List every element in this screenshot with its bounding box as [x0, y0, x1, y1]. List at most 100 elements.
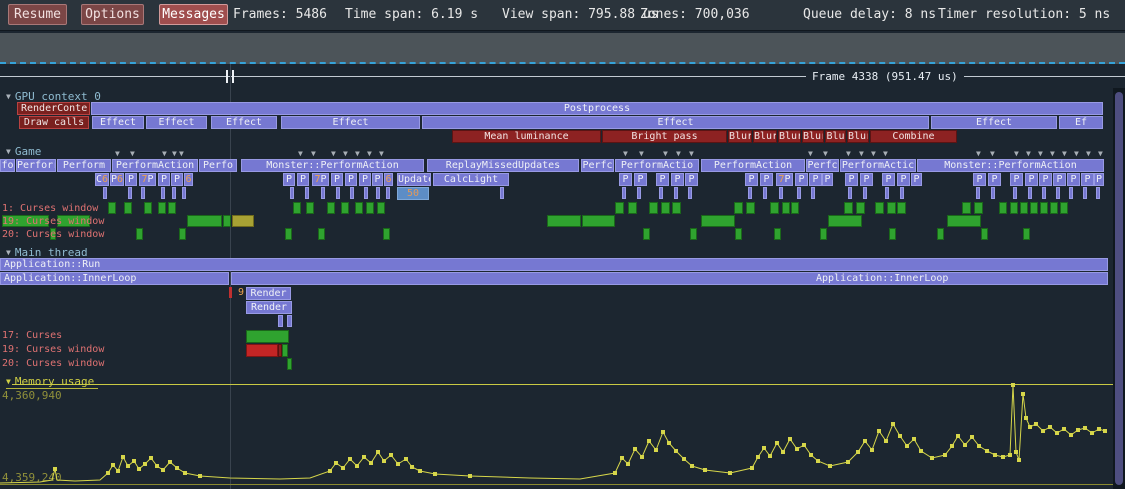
gpu-postprocess-zones-zone[interactable]: Blur [778, 130, 801, 143]
group-marker-icon[interactable]: ▼ [976, 149, 981, 158]
thread1-zones-zone[interactable] [124, 202, 132, 214]
game-zones-l2-zone[interactable]: P [1094, 173, 1104, 186]
thread1-zones-zone[interactable] [168, 202, 176, 214]
thread20-zones-zone[interactable] [285, 228, 292, 240]
gpu-drawcalls-zone[interactable]: Effect [281, 116, 420, 129]
thread-row-label[interactable]: 20: Curses window [2, 229, 105, 240]
thread1-zones-zone[interactable] [897, 202, 906, 214]
thread20-zones-zone[interactable] [690, 228, 697, 240]
section-label-main-thread[interactable]: ▼ Main thread [6, 246, 88, 259]
group-marker-icon[interactable]: ▼ [846, 149, 851, 158]
mt19-zones-zone[interactable] [246, 344, 278, 357]
gpu-drawcalls-zone[interactable]: Draw calls [19, 116, 89, 129]
section-label-memory-usage[interactable]: ▼ Memory usage [6, 375, 99, 389]
game-zones-l3-zone[interactable] [500, 187, 504, 199]
main-innerloop-zone[interactable]: Application::InnerLoop [231, 272, 1108, 285]
game-zones-l2-zone[interactable]: P [685, 173, 698, 186]
game-zones-l3-zone[interactable] [376, 187, 380, 199]
thread1-zones-zone[interactable] [158, 202, 166, 214]
thread1-zones-zone[interactable] [377, 202, 385, 214]
thread19-zones-zone[interactable] [701, 215, 735, 227]
game-zones-l2-zone[interactable]: P [1053, 173, 1066, 186]
game-zones-l3-zone[interactable] [659, 187, 663, 199]
main-render-l3-zone[interactable] [278, 315, 283, 327]
game-zones-l2-zone[interactable]: P [345, 173, 357, 186]
group-marker-icon[interactable]: ▼ [331, 149, 336, 158]
game-zones-l3-zone[interactable] [976, 187, 980, 199]
thread1-zones-zone[interactable] [355, 202, 363, 214]
gpu-drawcalls-zone[interactable]: Ef [1059, 116, 1103, 129]
game-zones-l3-zone[interactable] [748, 187, 752, 199]
group-marker-icon[interactable]: ▼ [1038, 149, 1043, 158]
gpu-postprocess-zones-zone[interactable]: Combine [870, 130, 957, 143]
group-marker-icon[interactable]: ▼ [1026, 149, 1031, 158]
game-zones-l3-zone[interactable] [1056, 187, 1060, 199]
game-zones-l2-zone[interactable]: C6 [95, 173, 109, 186]
game-zones-l2-zone[interactable]: P [845, 173, 858, 186]
game-zones-l3-zone[interactable] [321, 187, 325, 199]
thread20-zones-zone[interactable] [50, 228, 56, 240]
game-zones-l3-zone[interactable] [797, 187, 801, 199]
thread19-zones-zone[interactable] [947, 215, 981, 227]
game-zones-l1-zone[interactable]: Monster::PerformAction [241, 159, 424, 172]
thread1-zones-zone[interactable] [1060, 202, 1068, 214]
messages-button[interactable]: Messages [159, 4, 228, 25]
thread1-zones-zone[interactable] [844, 202, 853, 214]
game-zones-l1-zone[interactable]: PerformActio [615, 159, 699, 172]
thread1-zones-zone[interactable] [746, 202, 755, 214]
game-zones-l2-zone[interactable]: P [1067, 173, 1080, 186]
group-marker-icon[interactable]: ▼ [663, 149, 668, 158]
game-zones-l3-zone[interactable] [336, 187, 340, 199]
group-marker-icon[interactable]: ▼ [1074, 149, 1079, 158]
thread-row-label[interactable]: 20: Curses window [2, 358, 105, 369]
game-zones-l2-zone[interactable]: P [372, 173, 383, 186]
thread20-zones-zone[interactable] [774, 228, 781, 240]
game-zones-l2-zone[interactable]: CalcLight [433, 173, 509, 186]
game-zones-l3-zone[interactable] [1083, 187, 1087, 199]
thread20-zones-zone[interactable] [981, 228, 988, 240]
thread1-zones-zone[interactable] [887, 202, 896, 214]
game-zones-l3-zone[interactable] [885, 187, 889, 199]
game-zones-l2-zone[interactable]: P [1025, 173, 1038, 186]
thread19-zones-zone[interactable] [2, 215, 49, 227]
game-zones-l3-zone[interactable] [1028, 187, 1032, 199]
game-zones-l2-zone[interactable]: P [897, 173, 910, 186]
thread1-zones-zone[interactable] [974, 202, 983, 214]
group-marker-icon[interactable]: ▼ [1086, 149, 1091, 158]
thread1-zones-zone[interactable] [108, 202, 116, 214]
scrollbar-thumb[interactable] [1115, 92, 1123, 485]
gpu-postprocess-zones-zone[interactable]: Mean luminance [452, 130, 601, 143]
game-zones-l3-zone[interactable] [848, 187, 852, 199]
game-zones-l3-zone[interactable] [1069, 187, 1073, 199]
thread1-zones-zone[interactable] [144, 202, 152, 214]
gpu-renderpass-zone[interactable]: Postprocess [91, 102, 1103, 115]
game-zones-l3-zone[interactable] [674, 187, 678, 199]
group-marker-icon[interactable]: ▼ [172, 149, 177, 158]
main-render-l3-zone[interactable] [287, 315, 292, 327]
game-zones-l3-zone[interactable] [1042, 187, 1046, 199]
game-zones-l2-zone[interactable]: P [822, 173, 833, 186]
group-marker-icon[interactable]: ▼ [355, 149, 360, 158]
main-run-zone[interactable]: Application::Run [0, 258, 1108, 271]
gpu-drawcalls-zone[interactable]: Effect [92, 116, 144, 129]
game-zones-l2-zone[interactable]: P [125, 173, 137, 186]
thread-row-label[interactable]: 17: Curses [2, 330, 63, 341]
game-zones-l3-zone[interactable] [364, 187, 368, 199]
thread1-zones-zone[interactable] [628, 202, 637, 214]
thread1-zones-zone[interactable] [734, 202, 743, 214]
game-zones-l3-zone[interactable] [637, 187, 641, 199]
game-zones-l2-zone[interactable]: P [882, 173, 895, 186]
thread1-zones-zone[interactable] [293, 202, 301, 214]
game-zones-l2-zone[interactable]: P [331, 173, 343, 186]
game-zones-l2-zone[interactable]: P [760, 173, 773, 186]
group-marker-icon[interactable]: ▼ [823, 149, 828, 158]
game-zones-l3-zone[interactable] [811, 187, 815, 199]
game-zones-l3-zone[interactable] [991, 187, 995, 199]
game-zones-l2-zone[interactable]: P [619, 173, 632, 186]
group-marker-icon[interactable]: ▼ [871, 149, 876, 158]
group-marker-icon[interactable]: ▼ [990, 149, 995, 158]
thread20-zones-zone[interactable] [136, 228, 143, 240]
game-zones-l3-zone[interactable] [386, 187, 390, 199]
game-zones-l3-zone[interactable] [763, 187, 767, 199]
